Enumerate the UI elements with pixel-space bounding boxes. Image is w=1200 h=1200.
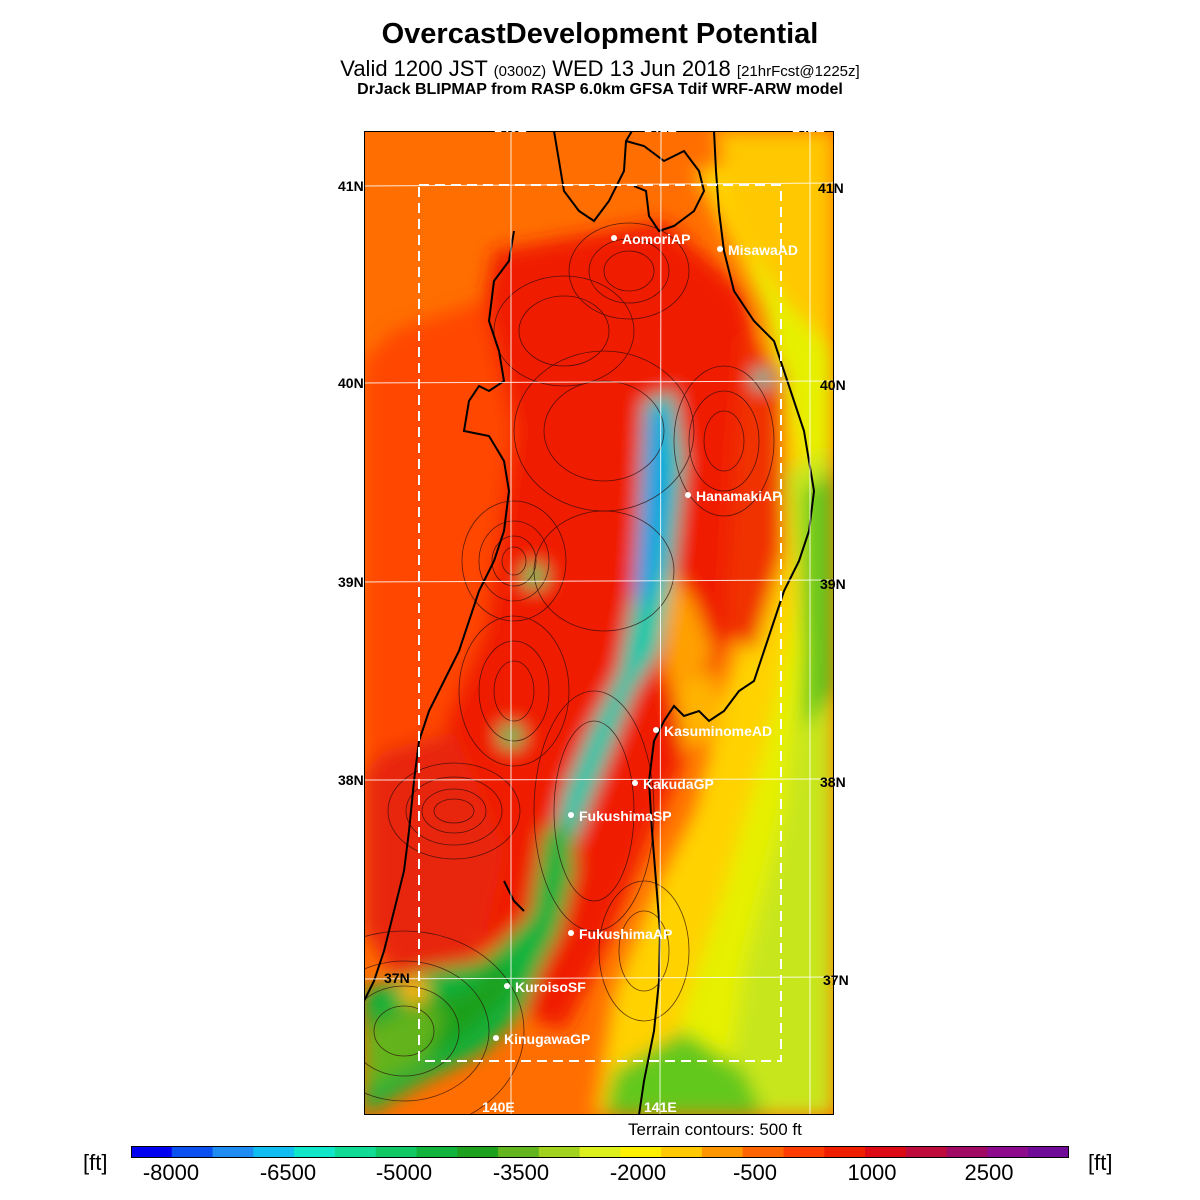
lon-label-top: 140E [494,119,527,135]
valid-time-line: Valid 1200 JST (0300Z) WED 13 Jun 2018 [… [0,56,1200,82]
forecast-info: [21hrFcst@1225z] [736,63,860,80]
colorbar-swatch [171,1146,214,1158]
colorbar-frame [131,1146,1069,1158]
colorbar-tick: -6500 [259,1160,317,1185]
colorbar-unit-right: [ft] [1088,1150,1113,1175]
lat-label-left: 41N [338,178,364,194]
map-frame [364,131,834,1115]
colorbar-swatch [498,1146,540,1158]
colorbar-tick: -2000 [609,1160,667,1185]
lon-label-top: 141E [644,119,677,135]
station-markers [493,235,723,1041]
colorbar-swatch [824,1146,866,1158]
colorbar-swatch [375,1146,417,1158]
lat-label-right: 39N [820,576,846,592]
colorbar-tick: -8000 [142,1160,200,1185]
colorbar-swatch [1028,1146,1069,1158]
colorbar-swatch [865,1146,907,1158]
valid-time: Valid 1200 JST [340,56,488,81]
utc-time: (0300Z) [493,63,547,80]
lon-label-bottom: 141E [644,1099,677,1115]
colorbar-swatch [334,1146,377,1158]
model-description: DrJack BLIPMAP from RASP 6.0km GFSA Tdif… [357,81,843,98]
map-panel: AomoriAP MisawaAD HanamakiAP KasuminomeA… [338,119,849,1115]
station-label: KasuminomeAD [664,723,773,739]
colorbar-swatch [946,1146,988,1158]
station-label: KuroisoSF [515,979,586,995]
colorbar-swatch [538,1146,581,1158]
colorbar-swatch [294,1146,336,1158]
colorbar-swatch [212,1146,254,1158]
colorbar-swatch [987,1146,1029,1158]
lon-label-top: 142E [792,119,825,135]
station-label: MisawaAD [728,242,799,258]
colorbar-swatch [131,1146,173,1158]
colorbar-swatch [416,1146,458,1158]
chart-title: OvercastDevelopment Potential [381,18,819,50]
colorbar-swatch [661,1146,703,1158]
colorbar-swatch [742,1146,785,1158]
lat-label-left: 37N [384,970,410,986]
lat-label-right: 38N [820,774,846,790]
colorbar-tick: -500 [732,1160,778,1185]
station-label: AomoriAP [622,231,691,247]
lon-label-bottom: 140E [482,1099,515,1115]
lat-label-right: 40N [820,377,846,393]
colorbar-swatch [783,1146,825,1158]
lat-label-left: 39N [338,574,364,590]
colorbar-tick: -5000 [375,1160,433,1185]
station-label: HanamakiAP [696,488,782,504]
terrain-contours [364,222,775,1115]
coastline [364,131,816,1115]
lat-label-right: 37N [823,972,849,988]
lat-label-right: 41N [818,180,844,196]
station-label: FukushimaAP [579,926,673,942]
colorbar-swatch [457,1146,499,1158]
station-label: KakudaGP [643,776,714,792]
station-label: KinugawaGP [504,1031,591,1047]
inner-domain-box [418,184,782,1062]
colorbar-tick: -3500 [492,1160,550,1185]
colorbar-swatch [701,1146,744,1158]
colorbar-unit-left: [ft] [83,1150,108,1175]
lat-label-left: 38N [338,772,364,788]
colorbar [131,1146,1069,1158]
station-label: FukushimaSP [579,808,672,824]
colorbar-swatch [620,1146,662,1158]
colorbar-swatch [579,1146,621,1158]
colorbar-tick: 2500 [964,1160,1014,1185]
colorbar-tick: 1000 [847,1160,897,1185]
colorbar-swatch [253,1146,295,1158]
terrain-note: Terrain contours: 500 ft [628,1120,802,1139]
valid-date: WED 13 Jun 2018 [552,56,731,81]
colorbar-swatch [905,1146,948,1158]
map-svg [364,131,834,1115]
lat-label-left: 40N [338,375,364,391]
